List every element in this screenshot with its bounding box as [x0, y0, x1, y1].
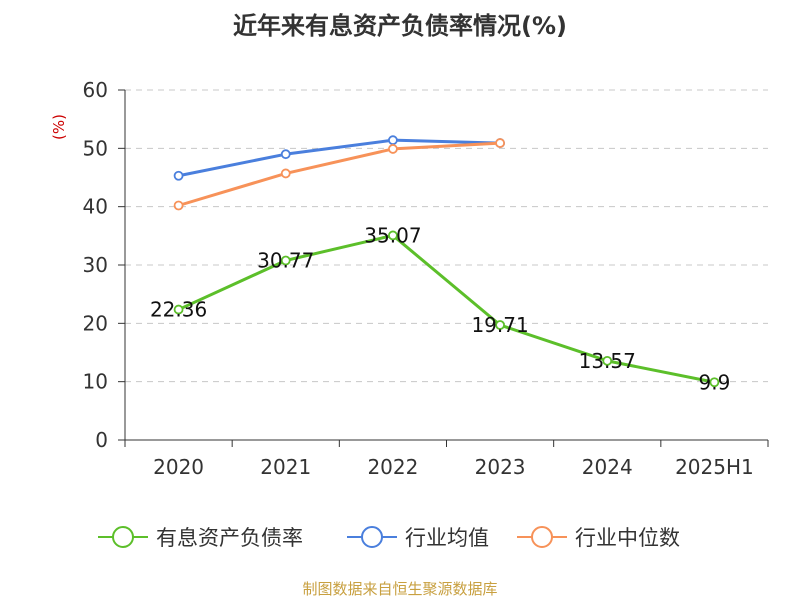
y-tick-label: 20: [83, 311, 108, 335]
data-point[interactable]: [388, 230, 398, 241]
data-point[interactable]: [388, 135, 398, 146]
series-line: [178, 138, 501, 178]
legend-label[interactable]: 有息资产负债率: [156, 526, 303, 550]
y-axis-unit-label: (%): [50, 114, 68, 140]
data-point[interactable]: [709, 377, 720, 388]
x-tick-label: 2023: [475, 455, 526, 479]
data-label: 35.07: [364, 223, 421, 247]
y-tick-label: 60: [83, 78, 108, 102]
x-tick-label: 2025H1: [675, 455, 754, 479]
data-point[interactable]: [495, 138, 505, 148]
data-point[interactable]: [173, 200, 184, 211]
data-label: 30.77: [257, 249, 314, 273]
data-label: 19.71: [471, 313, 528, 337]
y-tick-label: 30: [83, 253, 108, 277]
source-note: 制图数据来自恒生聚源数据库: [302, 580, 497, 598]
x-tick-label: 2021: [260, 455, 311, 479]
series-line: [178, 141, 501, 207]
legend: 有息资产负债率 行业均值 行业中位数: [98, 526, 680, 550]
axes: 0 10 20 30 40 50 60 2020 2021 2022 2023 2024 2025H1: [83, 78, 769, 479]
data-point[interactable]: [602, 355, 613, 366]
legend-marker[interactable]: [112, 526, 134, 548]
data-label: 22.36: [150, 298, 207, 322]
y-tick-label: 40: [83, 195, 108, 219]
data-labels: 22.36 30.77 35.07 19.71 13.57 9.9: [150, 223, 730, 394]
legend-marker[interactable]: [361, 526, 383, 548]
data-point[interactable]: [280, 255, 291, 266]
x-tick-label: 2022: [367, 455, 418, 479]
x-tick-label: 2020: [153, 455, 204, 479]
y-tick-label: 0: [95, 428, 108, 452]
data-label: 13.57: [579, 349, 636, 373]
data-point[interactable]: [495, 320, 505, 330]
y-tick-label: 50: [83, 136, 108, 160]
data-point[interactable]: [280, 168, 291, 179]
data-point[interactable]: [173, 304, 184, 315]
y-tick-label: 10: [83, 370, 108, 394]
gridlines: [125, 89, 768, 383]
legend-marker[interactable]: [531, 526, 553, 548]
series-line: [177, 233, 715, 384]
data-point[interactable]: [173, 170, 184, 181]
data-label: 9.9: [699, 370, 731, 394]
chart-title: 近年来有息资产负债率情况(%): [233, 12, 567, 40]
legend-label[interactable]: 行业均值: [405, 526, 489, 550]
x-tick-label: 2024: [582, 455, 633, 479]
legend-label[interactable]: 行业中位数: [575, 526, 680, 550]
data-point[interactable]: [280, 149, 291, 160]
series-lines: [173, 135, 720, 388]
data-point[interactable]: [388, 144, 398, 154]
